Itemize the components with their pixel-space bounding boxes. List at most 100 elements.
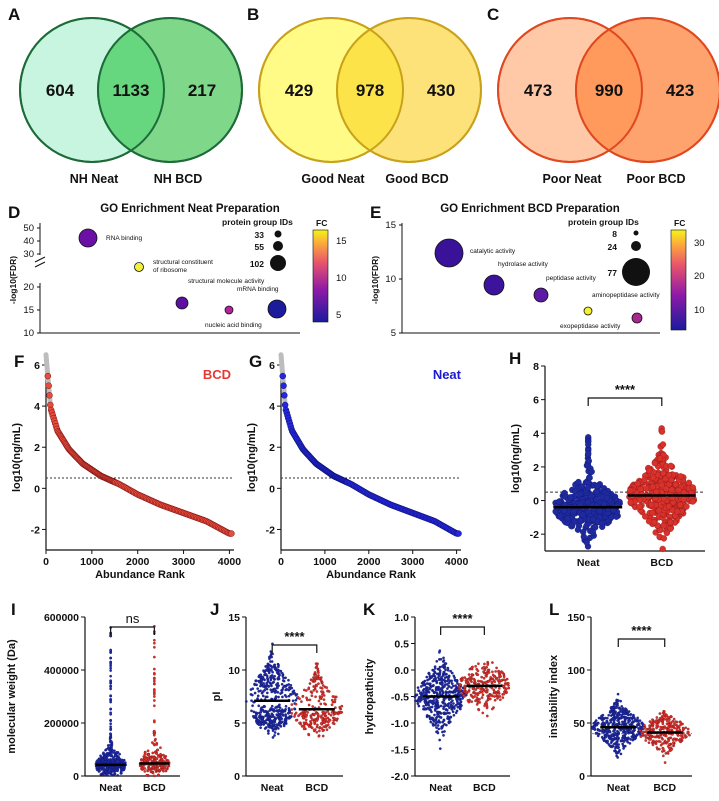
data-point — [290, 712, 294, 715]
data-point — [435, 659, 439, 663]
data-point — [443, 702, 447, 706]
rank-plot-g: G -2 0 2 4 6 0 1000 2000 3000 4000 Abundance Rank lo… — [246, 352, 468, 581]
data-point — [317, 734, 321, 738]
data-point — [624, 722, 628, 726]
data-point — [258, 714, 261, 718]
data-point — [264, 695, 268, 699]
data-point — [443, 664, 446, 668]
data-point — [487, 671, 491, 674]
data-point — [660, 736, 664, 740]
y-tick-label: 10 — [228, 665, 240, 677]
data-point — [689, 484, 696, 491]
data-point — [444, 690, 448, 694]
data-point — [266, 729, 270, 733]
data-point — [577, 517, 585, 524]
data-point — [419, 685, 423, 688]
data-point — [269, 655, 273, 658]
data-point — [491, 670, 494, 674]
venn-right-outline — [575, 17, 719, 163]
data-point — [598, 519, 606, 527]
data-point — [487, 679, 491, 683]
data-point — [153, 679, 156, 683]
data-point — [616, 716, 620, 719]
data-point — [156, 748, 160, 752]
data-point — [284, 705, 288, 708]
data-point — [269, 683, 273, 686]
data-point — [445, 708, 449, 712]
data-point — [443, 673, 447, 676]
data-point — [425, 688, 429, 692]
data-point — [159, 746, 162, 750]
significance-bracket — [271, 644, 318, 653]
data-point — [291, 699, 295, 703]
data-point — [109, 719, 113, 722]
data-point — [101, 758, 105, 762]
data-point — [164, 769, 168, 773]
data-point — [597, 716, 601, 720]
venn-right-label: NH BCD — [154, 172, 203, 186]
data-point — [274, 726, 277, 729]
panel-letter: B — [247, 5, 259, 24]
data-point — [433, 713, 436, 717]
data-point — [632, 716, 636, 720]
data-point — [433, 723, 437, 727]
data-point — [653, 488, 660, 496]
category-label: BCD — [473, 782, 496, 794]
data-point — [259, 711, 263, 714]
data-point — [293, 707, 296, 711]
data-point — [268, 721, 272, 725]
data-point — [453, 707, 456, 710]
data-point — [325, 686, 329, 690]
data-point — [649, 509, 656, 516]
venn-right-outline — [97, 17, 243, 163]
data-point — [631, 732, 635, 735]
go-neat-ytick: 50 — [23, 223, 34, 234]
data-point — [285, 683, 289, 687]
data-point — [633, 737, 637, 741]
data-point — [463, 676, 467, 679]
data-point — [256, 687, 260, 691]
data-point — [271, 670, 274, 674]
data-point — [109, 754, 113, 758]
data-point — [98, 757, 102, 761]
category-label: BCD — [143, 782, 166, 794]
data-point — [447, 721, 451, 725]
data-point — [686, 727, 690, 731]
data-point — [315, 730, 319, 734]
data-point — [610, 740, 614, 743]
data-point — [321, 690, 325, 694]
panel-letter: H — [509, 349, 521, 368]
go-bcd-term: aminopeptidase activity — [592, 292, 660, 299]
data-point — [261, 709, 265, 712]
data-point — [611, 717, 615, 720]
data-point — [491, 673, 495, 677]
data-point — [623, 731, 627, 735]
data-point — [442, 670, 446, 674]
x-tick-label: 2000 — [357, 556, 381, 568]
data-point — [159, 768, 163, 771]
data-point — [483, 662, 486, 666]
category-label: Neat — [261, 782, 284, 794]
data-point — [277, 663, 280, 667]
data-point — [669, 721, 673, 725]
data-point — [641, 733, 645, 736]
data-point — [109, 732, 113, 736]
data-point — [452, 713, 456, 717]
data-point — [688, 733, 691, 737]
data-point — [330, 698, 334, 702]
data-point — [438, 715, 442, 719]
data-point — [659, 441, 667, 448]
data-point — [155, 743, 159, 746]
panel-letter: L — [549, 600, 559, 619]
data-point — [476, 699, 480, 702]
data-point — [315, 684, 319, 688]
data-point — [672, 737, 676, 741]
y-tick-label: 4 — [34, 401, 40, 413]
data-point — [272, 727, 275, 731]
data-point — [265, 687, 269, 691]
data-point — [311, 718, 314, 722]
data-point — [333, 700, 337, 704]
data-point — [603, 494, 611, 502]
data-point — [439, 657, 443, 661]
data-point — [269, 676, 273, 680]
